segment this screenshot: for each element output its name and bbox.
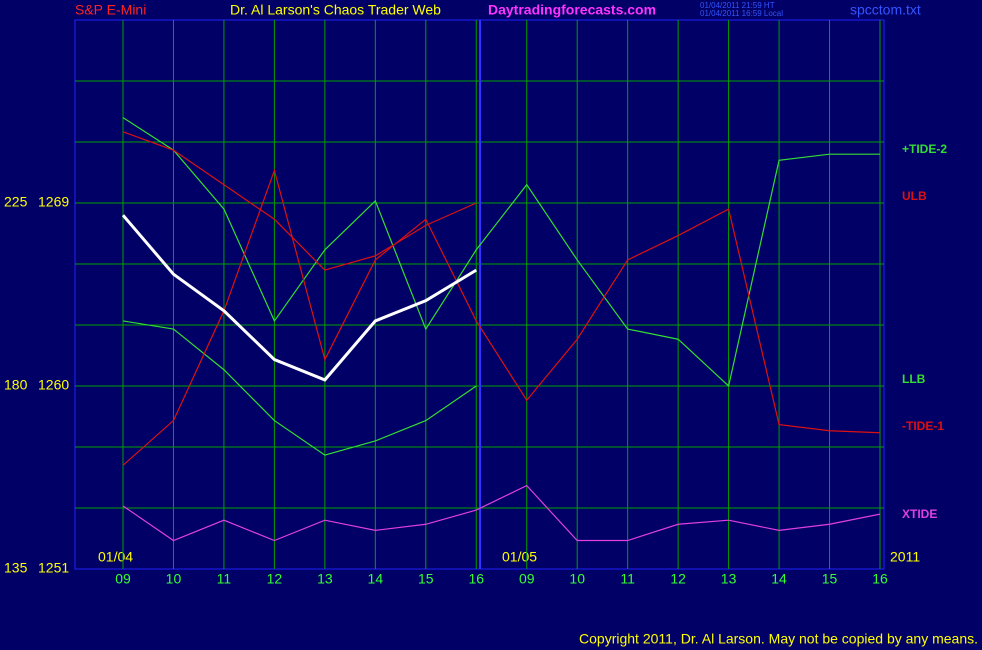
date-label: 01/05 (502, 549, 537, 565)
y2-tick-label: 135 (4, 560, 28, 576)
x-tick-label: 09 (115, 571, 131, 587)
series-line (122, 484, 881, 542)
date-label: 2011 (890, 549, 920, 565)
file-name: spcctom.txt (850, 2, 921, 18)
series-line (121, 214, 478, 382)
y-tick-label: 1251 (38, 560, 69, 576)
x-tick-label: 16 (872, 571, 888, 587)
time-ht: 01/04/2011 21:59 HT (700, 1, 775, 10)
x-tick-label: 10 (569, 571, 585, 587)
series-line (122, 320, 477, 456)
x-tick-label: 11 (620, 571, 635, 587)
time-local: 01/04/2011 16:59 Local (700, 9, 783, 18)
x-tick-label: 11 (217, 571, 232, 587)
x-tick-label: 15 (418, 571, 434, 587)
x-tick-label: 10 (166, 571, 182, 587)
legend-label: ULB (902, 189, 927, 203)
y2-tick-label: 180 (4, 377, 28, 393)
legend-label: -TIDE-1 (902, 419, 944, 433)
x-tick-label: 16 (468, 571, 484, 587)
legend-label: LLB (902, 372, 926, 386)
x-tick-label: 14 (368, 571, 384, 587)
y-tick-label: 1269 (38, 194, 69, 210)
title: Dr. Al Larson's Chaos Trader Web (230, 2, 441, 18)
site: Daytradingforecasts.com (488, 2, 656, 18)
series-line (122, 117, 880, 388)
x-tick-label: 13 (721, 571, 737, 587)
x-tick-label: 12 (670, 571, 686, 587)
x-tick-label: 09 (519, 571, 535, 587)
x-tick-label: 12 (267, 571, 283, 587)
legend-label: XTIDE (902, 507, 937, 521)
x-tick-label: 13 (317, 571, 333, 587)
symbol: S&P E-Mini (75, 2, 146, 18)
y2-tick-label: 225 (4, 194, 28, 210)
series-line (122, 168, 881, 466)
x-tick-label: 15 (822, 571, 838, 587)
copyright: Copyright 2011, Dr. Al Larson. May not b… (579, 631, 978, 647)
y-tick-label: 1260 (38, 377, 69, 393)
series-line (122, 131, 477, 271)
x-tick-label: 14 (771, 571, 787, 587)
date-label: 01/04 (98, 549, 133, 565)
legend-label: +TIDE-2 (902, 142, 947, 156)
